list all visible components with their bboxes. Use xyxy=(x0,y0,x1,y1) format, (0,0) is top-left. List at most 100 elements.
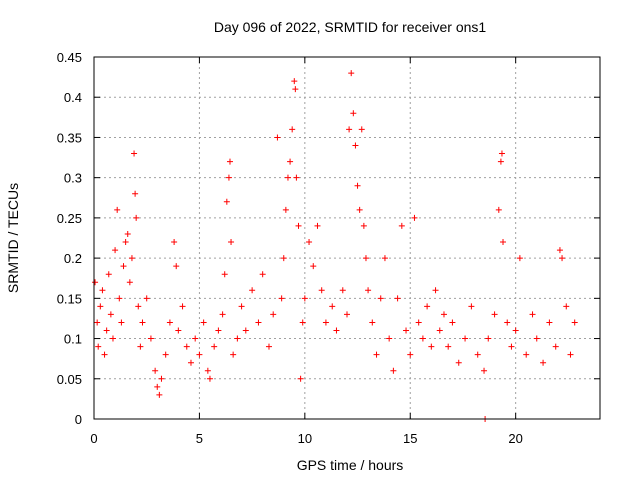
data-point xyxy=(339,287,346,294)
data-points xyxy=(92,70,578,422)
data-point xyxy=(92,279,99,286)
data-point xyxy=(289,126,296,133)
data-point xyxy=(152,367,159,374)
data-point xyxy=(114,206,121,213)
y-axis-label: SRMTID / TECUs xyxy=(5,183,21,293)
data-point xyxy=(299,319,306,326)
data-point xyxy=(390,367,397,374)
data-point xyxy=(196,351,203,358)
data-point xyxy=(105,271,112,278)
data-point xyxy=(206,375,213,382)
data-point xyxy=(556,247,563,254)
data-point xyxy=(333,327,340,334)
data-point xyxy=(310,263,317,270)
data-point xyxy=(156,391,163,398)
data-point xyxy=(219,311,226,318)
data-point xyxy=(293,174,300,181)
data-point xyxy=(215,327,222,334)
data-point xyxy=(230,351,237,358)
data-point xyxy=(373,351,380,358)
data-point xyxy=(504,319,511,326)
data-point xyxy=(204,367,211,374)
data-point xyxy=(301,295,308,302)
data-point xyxy=(508,343,515,350)
data-point xyxy=(291,78,298,85)
y-tick-label: 0.1 xyxy=(64,332,82,347)
data-point xyxy=(344,311,350,318)
data-point xyxy=(500,239,507,246)
data-point xyxy=(358,126,365,133)
data-point xyxy=(126,279,133,286)
x-tick-label: 10 xyxy=(298,431,312,446)
data-point xyxy=(485,335,492,342)
data-point xyxy=(274,134,281,141)
data-point xyxy=(259,271,266,278)
y-tick-label: 0.25 xyxy=(57,211,82,226)
data-point xyxy=(497,158,504,165)
data-point xyxy=(403,327,410,334)
data-point xyxy=(282,206,289,213)
data-point xyxy=(474,351,481,358)
data-point xyxy=(175,327,182,334)
data-point xyxy=(278,295,285,302)
data-point xyxy=(354,182,361,189)
data-point xyxy=(440,311,447,318)
data-point xyxy=(132,190,139,197)
data-point xyxy=(223,198,230,205)
x-axis-label: GPS time / hours xyxy=(297,457,404,473)
data-point xyxy=(516,255,523,262)
data-point xyxy=(424,303,431,310)
y-tick-label: 0.05 xyxy=(57,372,82,387)
data-point xyxy=(166,319,173,326)
data-point xyxy=(468,303,475,310)
data-point xyxy=(318,287,325,294)
data-point xyxy=(415,319,422,326)
data-point xyxy=(179,303,186,310)
data-point xyxy=(356,206,363,213)
data-point xyxy=(270,311,277,318)
data-point xyxy=(99,287,106,294)
data-point xyxy=(137,343,144,350)
data-point xyxy=(162,351,169,358)
plot-frame xyxy=(93,56,601,420)
data-point xyxy=(352,142,359,149)
data-point xyxy=(122,239,129,246)
data-point xyxy=(529,311,536,318)
data-point xyxy=(255,319,262,326)
grid xyxy=(94,57,600,419)
data-point xyxy=(386,335,393,342)
data-point xyxy=(407,351,414,358)
data-point xyxy=(101,351,108,358)
data-point xyxy=(559,255,566,262)
data-point xyxy=(109,335,116,342)
data-point xyxy=(139,319,146,326)
data-point xyxy=(567,351,574,358)
data-point xyxy=(346,126,353,133)
data-point xyxy=(462,335,469,342)
data-point xyxy=(322,319,329,326)
axis-ticks: 0 5 10 15 20 0 0.05 0.1 0.15 0.2 0.25 0.3 0.35 0.4 0.4… xyxy=(57,50,600,446)
data-point xyxy=(295,222,302,229)
data-point xyxy=(280,255,287,262)
data-point xyxy=(533,335,540,342)
data-point xyxy=(133,214,140,221)
data-point xyxy=(200,319,207,326)
data-point xyxy=(314,222,321,229)
data-point xyxy=(234,335,241,342)
data-point xyxy=(228,239,235,246)
data-point xyxy=(360,222,367,229)
data-point xyxy=(297,375,304,382)
data-point xyxy=(211,343,218,350)
data-point xyxy=(226,158,233,165)
data-point xyxy=(135,303,142,310)
x-tick-label: 15 xyxy=(403,431,417,446)
data-point xyxy=(238,303,245,310)
y-tick-label: 0.2 xyxy=(64,251,82,266)
data-point xyxy=(97,303,104,310)
data-point xyxy=(436,327,443,334)
data-point xyxy=(154,383,161,390)
data-point xyxy=(350,110,357,117)
data-point xyxy=(381,255,388,262)
data-point xyxy=(369,319,376,326)
data-point xyxy=(362,255,369,262)
